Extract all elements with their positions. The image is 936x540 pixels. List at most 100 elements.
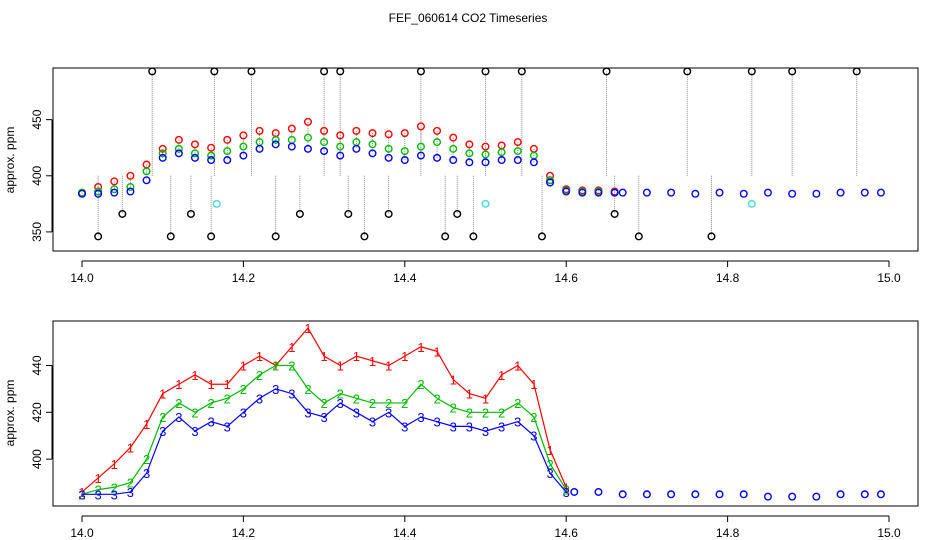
point-raw bbox=[707, 232, 716, 241]
point-1 bbox=[336, 131, 345, 140]
y-tick-label: 450 bbox=[30, 109, 44, 129]
point-label-3: 3 bbox=[337, 396, 344, 411]
point-label-1: 1 bbox=[401, 349, 408, 364]
point-3 bbox=[94, 189, 103, 198]
x-tick-label: 15.0 bbox=[877, 526, 901, 540]
point-plateau bbox=[570, 487, 579, 496]
point-2 bbox=[239, 142, 248, 151]
point-label-1: 1 bbox=[111, 457, 118, 472]
point-raw bbox=[416, 67, 425, 76]
point-plateau bbox=[715, 490, 724, 499]
point-raw bbox=[683, 67, 692, 76]
point-raw bbox=[360, 232, 369, 241]
point-raw bbox=[441, 232, 450, 241]
point-label-2: 2 bbox=[337, 387, 344, 402]
point-2 bbox=[433, 138, 442, 147]
point-plateau bbox=[836, 188, 845, 197]
point-label-3: 3 bbox=[417, 410, 424, 425]
point-2 bbox=[320, 138, 329, 147]
point-label-3: 3 bbox=[320, 410, 327, 425]
point-raw bbox=[186, 209, 195, 218]
point-raw bbox=[148, 67, 157, 76]
point-label-1: 1 bbox=[240, 358, 247, 373]
point-3 bbox=[400, 156, 409, 165]
point-label-2: 2 bbox=[498, 405, 505, 420]
bottom-x-axis: 14.0 14.2 14.4 14.6 14.8 15.0 bbox=[70, 515, 901, 540]
point-3 bbox=[578, 188, 587, 197]
point-plateau bbox=[876, 490, 885, 499]
point-label-1: 1 bbox=[563, 480, 570, 495]
point-3 bbox=[562, 187, 571, 196]
point-1 bbox=[158, 144, 167, 153]
point-label-3: 3 bbox=[256, 391, 263, 406]
point-label-2: 2 bbox=[385, 396, 392, 411]
point-plateau bbox=[788, 492, 797, 501]
point-3 bbox=[465, 158, 474, 167]
point-1 bbox=[287, 124, 296, 133]
point-plateau bbox=[763, 492, 772, 501]
point-label-3: 3 bbox=[498, 419, 505, 434]
point-label-1: 1 bbox=[256, 349, 263, 364]
point-plateau bbox=[618, 490, 627, 499]
point-label-1: 1 bbox=[546, 443, 553, 458]
point-3 bbox=[529, 158, 538, 167]
point-label-3: 3 bbox=[401, 419, 408, 434]
point-label-2: 2 bbox=[320, 396, 327, 411]
point-plateau bbox=[860, 490, 869, 499]
point-label-2: 2 bbox=[191, 405, 198, 420]
point-label-1: 1 bbox=[353, 349, 360, 364]
y-tick-label: 400 bbox=[30, 165, 44, 185]
point-raw bbox=[166, 232, 175, 241]
point-3 bbox=[416, 151, 425, 160]
point-2 bbox=[142, 167, 151, 176]
series-line-1 bbox=[81, 326, 567, 493]
point-2 bbox=[271, 135, 280, 144]
x-tick-label: 14.6 bbox=[555, 526, 579, 540]
figure-title: FEF_060614 CO2 Timeseries bbox=[389, 11, 548, 25]
point-label-2: 2 bbox=[417, 377, 424, 392]
point-label-1: 1 bbox=[127, 440, 134, 455]
point-plateau bbox=[788, 189, 797, 198]
point-label-1: 1 bbox=[433, 344, 440, 359]
point-label-1: 1 bbox=[320, 349, 327, 364]
point-label-1: 1 bbox=[159, 387, 166, 402]
point-3 bbox=[513, 156, 522, 165]
point-raw bbox=[852, 67, 861, 76]
point-3 bbox=[433, 153, 442, 162]
point-label-2: 2 bbox=[466, 405, 473, 420]
point-2 bbox=[400, 147, 409, 156]
point-label-2: 2 bbox=[175, 396, 182, 411]
point-1 bbox=[190, 140, 199, 149]
x-tick-label: 14.4 bbox=[393, 271, 417, 285]
point-label-3: 3 bbox=[143, 466, 150, 481]
point-3 bbox=[126, 187, 135, 196]
point-label-2: 2 bbox=[127, 476, 134, 491]
point-plateau bbox=[618, 188, 627, 197]
point-label-3: 3 bbox=[530, 429, 537, 444]
point-cal bbox=[747, 199, 756, 208]
top-y-axis: 350 400 450 bbox=[30, 109, 53, 242]
y-tick-label: 400 bbox=[30, 449, 44, 469]
point-plateau bbox=[642, 188, 651, 197]
point-raw bbox=[453, 209, 462, 218]
point-3 bbox=[190, 153, 199, 162]
point-label-1: 1 bbox=[369, 354, 376, 369]
point-label-1: 1 bbox=[143, 417, 150, 432]
point-label-2: 2 bbox=[288, 358, 295, 373]
series-line-2 bbox=[81, 364, 567, 495]
point-plateau bbox=[691, 490, 700, 499]
point-label-2: 2 bbox=[240, 382, 247, 397]
x-tick-label: 14.8 bbox=[716, 526, 740, 540]
point-label-3: 3 bbox=[466, 419, 473, 434]
point-3 bbox=[594, 188, 603, 197]
point-raw bbox=[210, 67, 219, 76]
point-label-3: 3 bbox=[78, 487, 85, 502]
point-label-3: 3 bbox=[546, 466, 553, 481]
point-label-2: 2 bbox=[208, 396, 215, 411]
point-plateau bbox=[691, 189, 700, 198]
point-3 bbox=[497, 156, 506, 165]
point-1 bbox=[320, 126, 329, 135]
point-3 bbox=[610, 188, 619, 197]
